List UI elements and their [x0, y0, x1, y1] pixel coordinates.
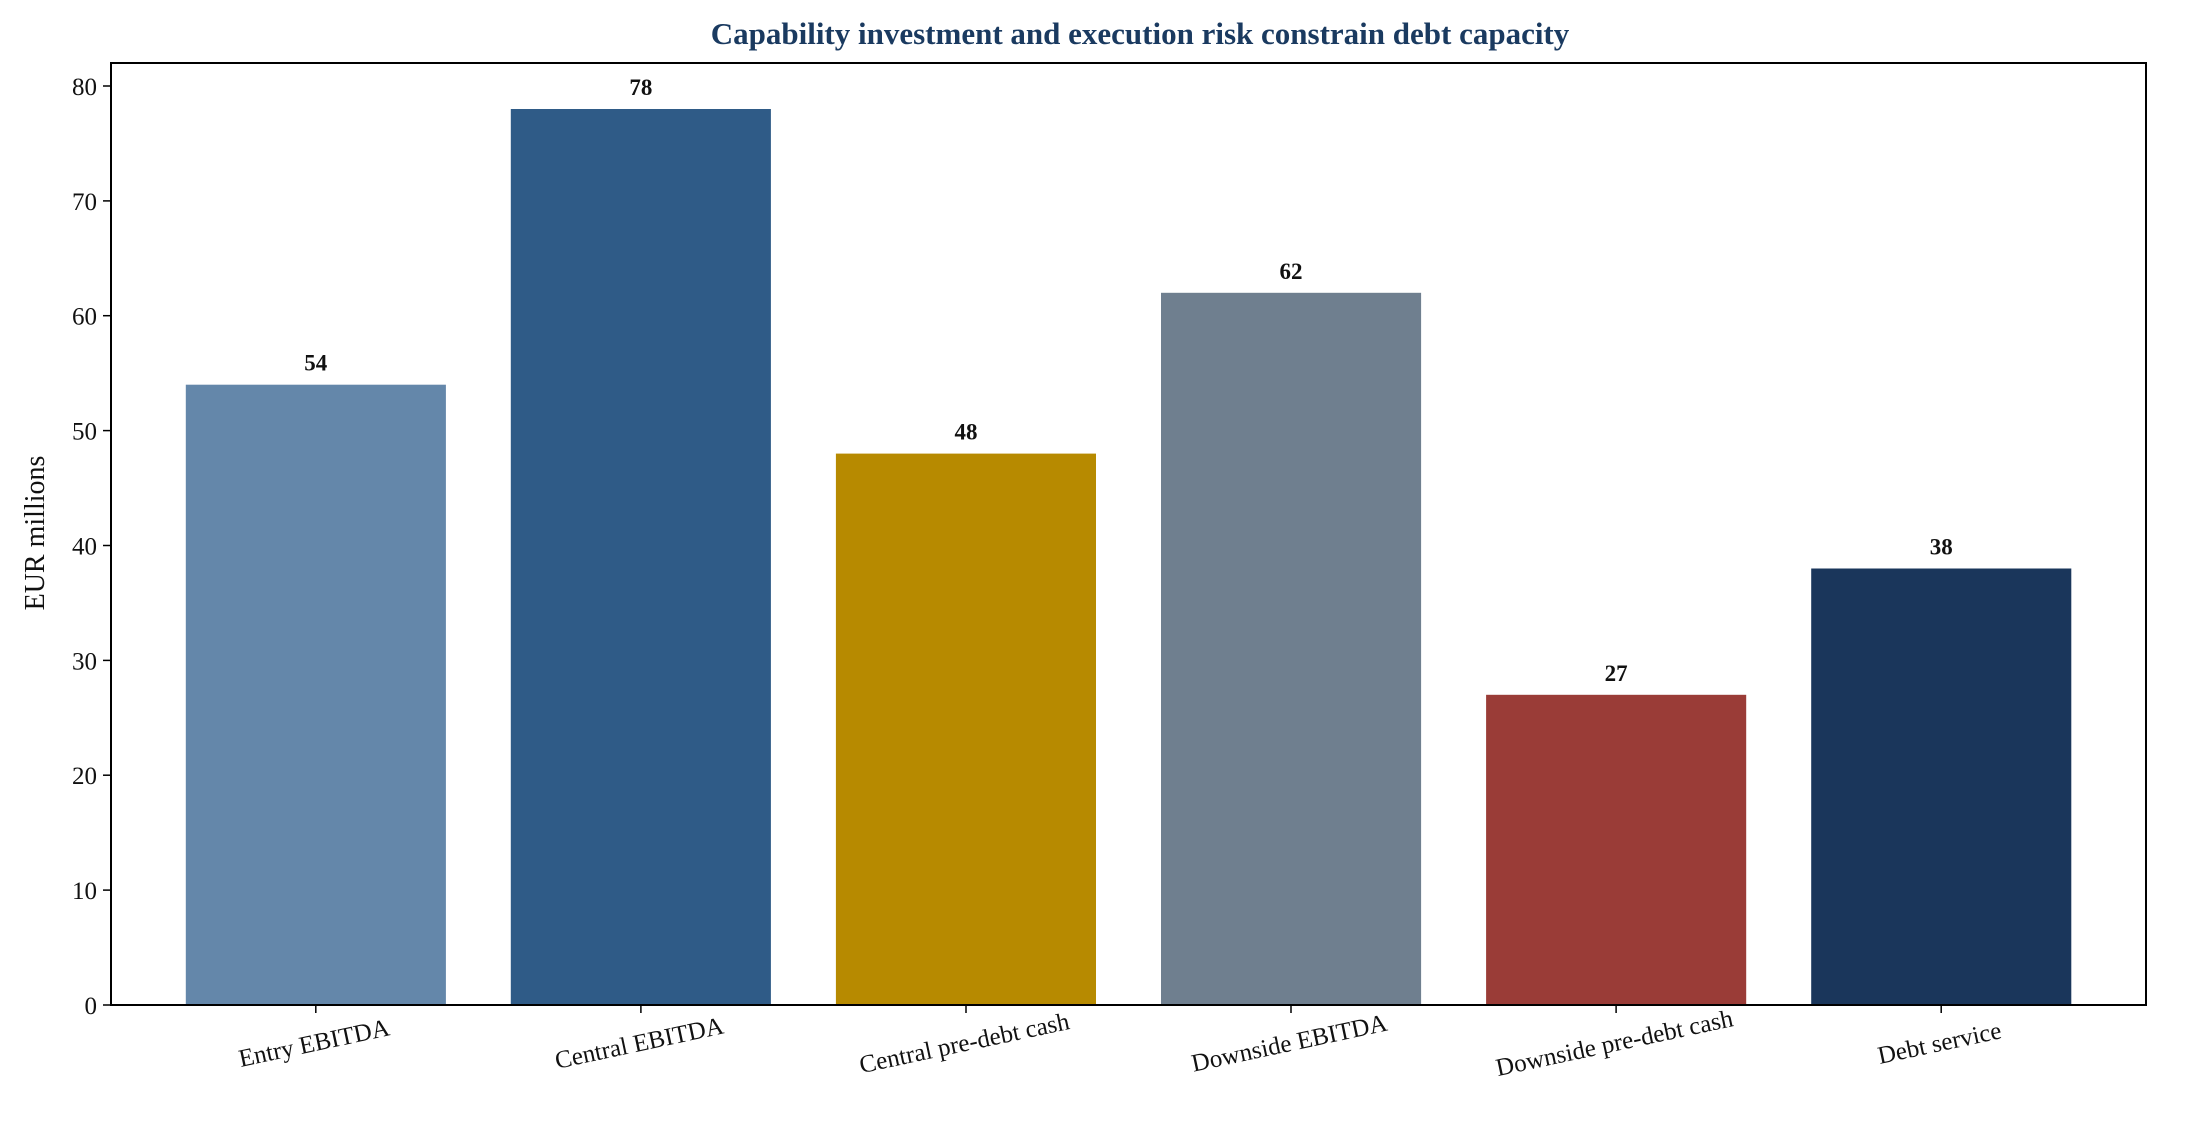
data-label: 62 — [1280, 259, 1303, 284]
x-tick-label: Entry EBITDA — [236, 1015, 392, 1073]
data-label: 27 — [1605, 661, 1628, 686]
bar — [1486, 694, 1747, 1005]
y-axis-ticks: 0 10 20 30 40 50 60 70 80 — [72, 74, 111, 1020]
data-label: 78 — [629, 75, 652, 100]
bar — [835, 453, 1096, 1006]
bar — [1811, 568, 2072, 1005]
bar — [510, 109, 771, 1005]
y-tick-label: 50 — [72, 419, 97, 446]
x-axis-ticks: Entry EBITDA Central EBITDA Central pre-de… — [236, 1005, 2004, 1082]
bar — [1161, 292, 1422, 1005]
bar — [185, 384, 446, 1005]
x-tick-label: Debt service — [1875, 1017, 2004, 1070]
plot-frame — [110, 62, 2147, 1006]
x-tick-label: Central EBITDA — [553, 1013, 726, 1075]
y-tick-label: 20 — [72, 763, 97, 790]
y-tick-label: 40 — [72, 534, 97, 561]
y-tick-label: 0 — [85, 993, 98, 1020]
data-label: 54 — [304, 351, 328, 376]
y-tick-label: 80 — [72, 74, 97, 101]
bars-layer — [185, 109, 2072, 1006]
data-label: 48 — [955, 420, 978, 445]
chart-title: Capability investment and execution risk… — [711, 16, 1570, 51]
x-tick-label: Downside EBITDA — [1189, 1010, 1390, 1078]
y-tick-label: 10 — [72, 878, 97, 905]
x-tick-label: Central pre-debt cash — [857, 1008, 1072, 1079]
x-tick-label: Downside pre-debt cash — [1494, 1005, 1736, 1082]
y-tick-label: 30 — [72, 648, 97, 675]
y-axis-label: EUR millions — [20, 456, 51, 611]
data-labels-layer: 54 78 48 62 27 38 — [304, 75, 1952, 686]
y-tick-label: 70 — [72, 189, 97, 216]
data-label: 38 — [1930, 535, 1953, 560]
y-tick-label: 60 — [72, 304, 97, 331]
